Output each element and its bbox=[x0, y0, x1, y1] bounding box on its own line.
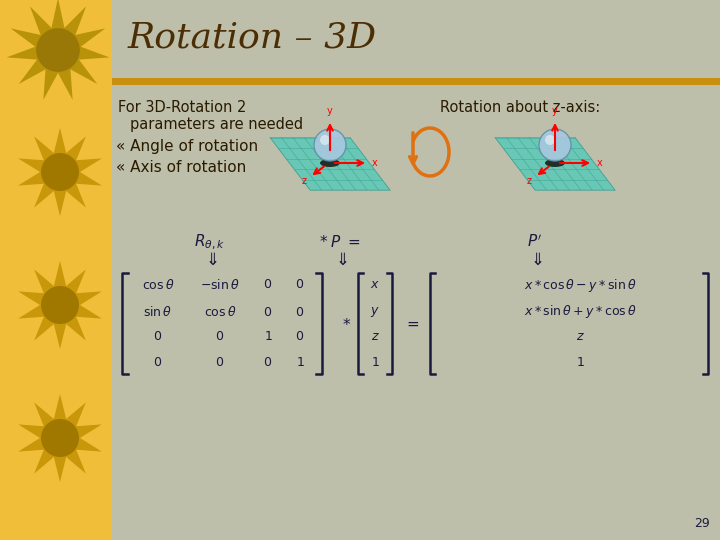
Text: $R_{\theta,k}$: $R_{\theta,k}$ bbox=[194, 232, 225, 252]
Bar bbox=[112, 85, 720, 540]
Text: y: y bbox=[552, 106, 558, 116]
Bar bbox=[112, 78, 720, 85]
Circle shape bbox=[41, 286, 79, 324]
Text: $=$: $=$ bbox=[404, 316, 420, 331]
Text: $\cos\theta$: $\cos\theta$ bbox=[142, 278, 174, 292]
Text: $1$: $1$ bbox=[575, 355, 585, 368]
Polygon shape bbox=[18, 261, 102, 349]
Text: $1$: $1$ bbox=[296, 355, 305, 368]
Circle shape bbox=[545, 135, 555, 145]
Circle shape bbox=[539, 129, 571, 161]
Bar bbox=[0, 0, 112, 540]
Text: $*\;P\;=$: $*\;P\;=$ bbox=[320, 234, 361, 250]
Text: « Angle of rotation: « Angle of rotation bbox=[116, 139, 258, 154]
Text: $z$: $z$ bbox=[575, 330, 585, 343]
Text: $1$: $1$ bbox=[371, 355, 379, 368]
Text: $0$: $0$ bbox=[295, 279, 305, 292]
Text: « Axis of rotation: « Axis of rotation bbox=[116, 160, 246, 176]
Text: $0$: $0$ bbox=[264, 355, 273, 368]
Text: $-\sin\theta$: $-\sin\theta$ bbox=[200, 278, 240, 292]
Circle shape bbox=[314, 129, 346, 161]
Text: Rotation about z-axis:: Rotation about z-axis: bbox=[440, 100, 600, 116]
Text: $0$: $0$ bbox=[264, 279, 273, 292]
Text: $0$: $0$ bbox=[215, 355, 225, 368]
Text: For 3D-Rotation 2: For 3D-Rotation 2 bbox=[118, 100, 246, 116]
Ellipse shape bbox=[320, 159, 340, 167]
Text: $0$: $0$ bbox=[295, 330, 305, 343]
Text: y: y bbox=[327, 106, 333, 116]
Text: $P'$: $P'$ bbox=[528, 234, 543, 251]
Text: $*$: $*$ bbox=[343, 316, 351, 331]
Text: 29: 29 bbox=[694, 517, 710, 530]
Text: $0$: $0$ bbox=[153, 330, 163, 343]
Text: $\Downarrow$: $\Downarrow$ bbox=[332, 251, 348, 269]
Text: $\Downarrow$: $\Downarrow$ bbox=[527, 251, 543, 269]
Polygon shape bbox=[270, 138, 390, 190]
Text: parameters are needed: parameters are needed bbox=[130, 118, 303, 132]
Circle shape bbox=[41, 153, 79, 191]
Text: $x$: $x$ bbox=[370, 279, 380, 292]
Text: x: x bbox=[597, 158, 603, 168]
Polygon shape bbox=[6, 0, 109, 100]
Circle shape bbox=[41, 419, 79, 457]
Text: $1$: $1$ bbox=[264, 330, 272, 343]
Text: $x * \sin\theta + y * \cos\theta$: $x * \sin\theta + y * \cos\theta$ bbox=[523, 303, 636, 321]
Ellipse shape bbox=[545, 159, 565, 167]
Text: $\cos\theta$: $\cos\theta$ bbox=[204, 305, 236, 319]
Text: $0$: $0$ bbox=[153, 355, 163, 368]
Polygon shape bbox=[18, 128, 102, 216]
Text: $y$: $y$ bbox=[370, 305, 380, 319]
Text: x: x bbox=[372, 158, 378, 168]
Text: $0$: $0$ bbox=[215, 330, 225, 343]
Text: z: z bbox=[527, 176, 532, 186]
Polygon shape bbox=[495, 138, 615, 190]
Text: $0$: $0$ bbox=[264, 306, 273, 319]
Circle shape bbox=[320, 135, 330, 145]
Text: $0$: $0$ bbox=[295, 306, 305, 319]
Text: $\sin\theta$: $\sin\theta$ bbox=[143, 305, 173, 319]
Text: Rotation – 3D: Rotation – 3D bbox=[128, 20, 377, 54]
Text: $\Downarrow$: $\Downarrow$ bbox=[202, 251, 218, 269]
Text: z: z bbox=[302, 176, 307, 186]
Text: $x * \cos\theta - y * \sin\theta$: $x * \cos\theta - y * \sin\theta$ bbox=[523, 276, 636, 294]
Text: $z$: $z$ bbox=[371, 330, 379, 343]
Circle shape bbox=[36, 28, 80, 72]
Polygon shape bbox=[18, 394, 102, 482]
